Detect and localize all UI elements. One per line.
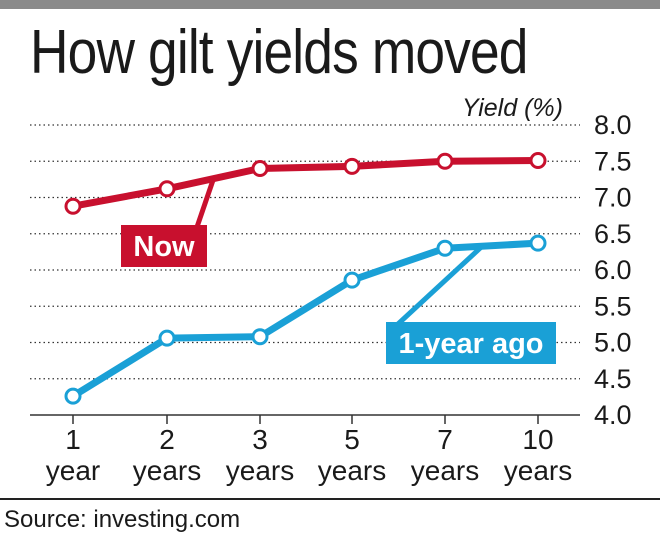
x-tick-unit: years <box>504 455 572 486</box>
bottom-rule <box>0 498 660 500</box>
x-tick-number: 5 <box>344 424 360 455</box>
x-tick-unit: years <box>318 455 386 486</box>
y-tick-label: 8.0 <box>594 110 632 140</box>
y-tick-label: 5.0 <box>594 328 632 358</box>
x-tick-number: 10 <box>522 424 553 455</box>
data-point-now <box>529 152 547 170</box>
x-tick-unit: years <box>133 455 201 486</box>
x-tick-unit: years <box>226 455 294 486</box>
x-tick-number: 3 <box>252 424 268 455</box>
x-tick-number: 7 <box>437 424 453 455</box>
series-line-year-ago <box>69 239 542 400</box>
source-note: Source: investing.com <box>4 506 241 533</box>
data-point-year-ago <box>251 328 269 346</box>
data-point-now <box>436 152 454 170</box>
series-label-box <box>386 322 556 364</box>
y-tick-label: 5.5 <box>594 291 632 321</box>
series-label-box <box>121 225 207 267</box>
series-line-now <box>69 157 542 210</box>
x-tick-unit: year <box>46 455 100 486</box>
x-tick-unit: years <box>411 455 479 486</box>
y-tick-label: 7.5 <box>594 146 632 176</box>
series-label: 1-year ago <box>398 328 543 360</box>
data-point-now <box>251 160 269 177</box>
data-point-year-ago <box>436 239 454 257</box>
series-label-leader <box>396 244 484 326</box>
data-point-year-ago <box>529 234 547 252</box>
chart-title: How gilt yields moved <box>30 18 528 87</box>
y-tick-label: 4.0 <box>594 400 632 430</box>
x-tick-number: 2 <box>159 424 175 455</box>
y-tick-label: 6.0 <box>594 255 632 285</box>
series-label-leader <box>194 177 216 228</box>
data-point-year-ago <box>343 271 361 289</box>
data-point-year-ago <box>158 329 176 347</box>
y-tick-label: 6.5 <box>594 219 632 249</box>
data-point-now <box>64 197 82 215</box>
data-point-year-ago <box>64 387 82 405</box>
y-tick-label: 4.5 <box>594 364 632 394</box>
y-axis-label: Yield (%) <box>462 94 563 122</box>
data-point-now <box>158 180 176 198</box>
y-tick-label: 7.0 <box>594 183 632 213</box>
series-label: Now <box>133 231 195 263</box>
data-point-now <box>343 157 361 175</box>
x-tick-number: 1 <box>65 424 81 455</box>
top-bar <box>0 0 660 9</box>
